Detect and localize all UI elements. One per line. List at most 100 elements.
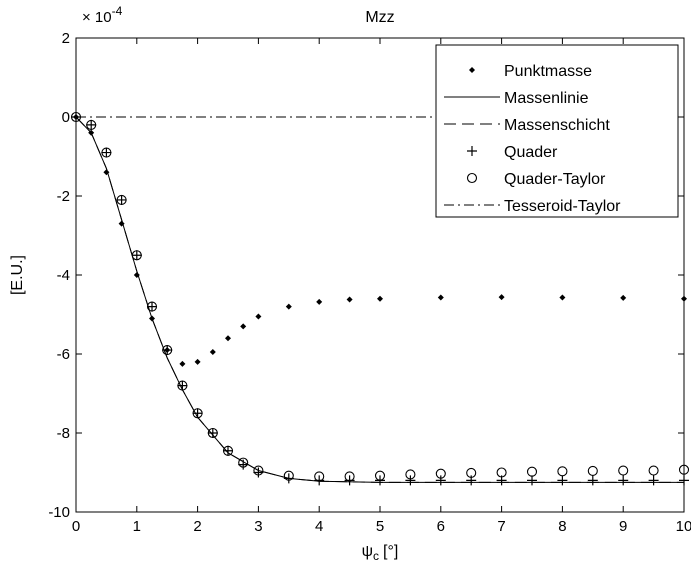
legend-label-punktmasse: Punktmasse (504, 63, 592, 80)
legend-item-massenlinie: Massenlinie (444, 90, 589, 107)
legend-label-quader: Quader (504, 144, 558, 161)
data-point-punktmasse (681, 295, 687, 302)
data-point-quader (587, 475, 598, 486)
data-point-quader (238, 459, 249, 470)
data-point-punktmasse (346, 296, 353, 303)
data-point-quader (101, 147, 112, 158)
data-point-quader (147, 301, 157, 312)
y-multiplier-base: × 10 (82, 9, 112, 26)
legend-item-punktmasse: Punktmasse (469, 63, 592, 80)
data-point-quader-taylor (253, 465, 264, 476)
legend-marker-quader-taylor (466, 172, 478, 184)
data-point-punktmasse (316, 298, 323, 305)
data-point-quader-taylor (222, 445, 234, 456)
data-point-quader (223, 445, 233, 456)
data-point-quader-taylor (526, 466, 538, 477)
y-axis-label: [E.U.] (9, 255, 26, 295)
legend-label-massenschicht: Massenschicht (504, 117, 610, 134)
legend-marker-quader (467, 146, 477, 156)
legend-label-tesseroid-taylor: Tesseroid-Taylor (504, 198, 621, 215)
chart-title: Mzz (365, 9, 394, 26)
x-tick-label: 8 (558, 518, 566, 535)
legend-box (435, 44, 679, 218)
x-tick-label: 0 (72, 518, 80, 535)
series-layer (70, 111, 690, 486)
y-tick-label: -4 (57, 267, 70, 284)
x-tick-label: 3 (254, 518, 262, 535)
x-tick-label: 5 (376, 518, 384, 535)
data-point-quader (527, 475, 537, 486)
legend-item-tesseroid-taylor: Tesseroid-Taylor (444, 198, 621, 215)
x-tick-label: 7 (497, 518, 505, 535)
data-point-quader-taylor (648, 465, 659, 476)
data-point-quader-taylor (405, 469, 416, 480)
data-point-quader-taylor (207, 427, 218, 439)
data-point-quader-taylor (496, 467, 507, 478)
y-multiplier: × 10-4 (82, 4, 123, 26)
y-tick-label: -10 (48, 504, 70, 521)
legend-marker-punktmasse (469, 67, 475, 73)
data-point-punktmasse (240, 323, 247, 330)
data-point-quader-taylor (101, 147, 112, 158)
data-point-quader-taylor (283, 470, 294, 481)
data-point-quader-taylor (618, 465, 629, 476)
y-tick-label: -2 (57, 188, 70, 205)
data-point-quader-taylor (678, 464, 690, 475)
legend-label-massenlinie: Massenlinie (504, 90, 589, 107)
data-point-quader (192, 408, 203, 419)
y-tick-label: -8 (57, 425, 70, 442)
data-point-quader (131, 250, 142, 261)
data-point-quader-taylor (344, 471, 355, 482)
data-point-quader (253, 467, 264, 478)
legend-item-quader: Quader (467, 144, 558, 161)
data-point-quader-taylor (238, 457, 249, 468)
data-point-quader (86, 119, 97, 130)
x-axis-subscript: c (373, 549, 379, 563)
data-point-quader-taylor (314, 471, 325, 482)
data-point-quader-taylor (146, 301, 158, 312)
y-tick-label: -6 (57, 346, 70, 363)
x-tick-label: 9 (619, 518, 627, 535)
data-point-punktmasse (437, 294, 444, 301)
ticks-layer: 0 1 2 3 4 5 6 7 8 9 10 -10 -8 -6 -4 -2 0 2 (48, 30, 691, 535)
data-point-quader-taylor (192, 408, 203, 419)
data-point-quader (207, 428, 218, 438)
x-tick-label: 10 (676, 518, 691, 535)
x-tick-label: 4 (315, 518, 323, 535)
legend: Punktmasse Massenlinie Massenschicht Quader… (435, 44, 679, 218)
data-point-punktmasse (620, 294, 627, 301)
data-point-quader-taylor (557, 466, 568, 477)
data-point-quader-taylor (86, 119, 97, 130)
data-point-quader-taylor (587, 465, 598, 476)
legend-item-massenschicht: Massenschicht (444, 117, 610, 134)
data-point-punktmasse (225, 335, 231, 342)
x-axis-unit: [°] (383, 543, 398, 560)
legend-item-quader-taylor: Quader-Taylor (466, 171, 606, 188)
data-point-quader (557, 475, 568, 486)
data-point-quader-taylor (162, 344, 173, 356)
data-point-quader-taylor (435, 468, 446, 479)
data-point-quader-taylor (116, 194, 127, 205)
data-point-quader-taylor (466, 467, 477, 478)
data-point-quader (679, 475, 689, 486)
data-point-punktmasse (209, 349, 216, 356)
legend-items: Punktmasse Massenlinie Massenschicht Quader… (444, 63, 621, 215)
x-axis-symbol: ψ (362, 543, 373, 560)
y-tick-label: 0 (62, 109, 70, 126)
x-tick-label: 6 (437, 518, 445, 535)
data-point-quader (344, 475, 355, 486)
data-point-punktmasse (179, 360, 186, 367)
data-point-quader (435, 475, 446, 486)
data-point-quader (314, 475, 325, 486)
data-point-quader (116, 194, 127, 205)
data-point-quader (177, 380, 188, 391)
data-point-punktmasse (285, 303, 292, 310)
data-point-punktmasse (498, 294, 505, 301)
data-point-quader-taylor (131, 250, 142, 261)
y-tick-label: 2 (62, 30, 70, 47)
series-punktmasse (73, 114, 687, 367)
legend-label-quader-taylor: Quader-Taylor (504, 171, 606, 188)
data-point-punktmasse (377, 295, 383, 302)
